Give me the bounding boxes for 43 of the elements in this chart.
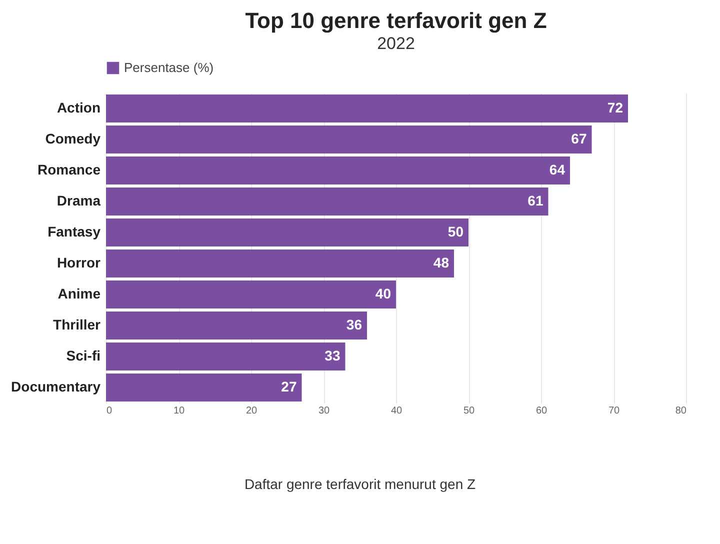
- x-tick-label: 10: [173, 406, 185, 416]
- data-label: 50: [448, 224, 464, 240]
- bar: [106, 312, 367, 340]
- bar: [106, 156, 570, 184]
- x-tick-label: 20: [246, 406, 258, 416]
- y-tick-label: Documentary: [11, 378, 101, 394]
- y-tick-label: Horror: [56, 254, 102, 270]
- data-label: 27: [281, 378, 297, 394]
- bar: [106, 126, 592, 154]
- chart-title: Top 10 genre terfavorit gen Z: [245, 8, 547, 33]
- bar: [106, 188, 548, 216]
- x-tick-label: 70: [608, 406, 620, 416]
- x-tick-label: 0: [106, 406, 112, 416]
- bar: [106, 374, 302, 402]
- x-tick-label: 40: [390, 406, 402, 416]
- y-tick-label: Thriller: [53, 316, 102, 332]
- bar: [106, 250, 454, 278]
- x-tick-label: 60: [536, 406, 548, 416]
- data-label: 67: [571, 130, 587, 146]
- y-tick-label: Drama: [56, 192, 101, 208]
- x-tick-label: 30: [318, 406, 330, 416]
- bar: [106, 342, 346, 370]
- y-tick-label: Sci-fi: [66, 348, 100, 364]
- x-tick-label: 50: [463, 406, 475, 416]
- legend-label: Persentase (%): [124, 60, 214, 75]
- bar: [106, 280, 396, 308]
- data-label: 72: [607, 100, 624, 116]
- y-tick-label: Romance: [37, 162, 101, 178]
- text: Daftar genre terfavorit menurut gen Z: [243, 476, 477, 492]
- chart-subtitle: 2022: [377, 34, 415, 53]
- data-label: 36: [346, 316, 362, 332]
- data-label: 61: [528, 192, 544, 208]
- y-tick-label: Fantasy: [48, 224, 101, 240]
- bar: [106, 94, 628, 122]
- y-tick-label: Comedy: [45, 130, 101, 146]
- data-label: 64: [549, 162, 566, 178]
- data-label: 33: [324, 348, 340, 364]
- y-tick-label: Action: [56, 100, 100, 116]
- bar: [106, 218, 468, 246]
- data-label: 40: [375, 286, 392, 302]
- x-tick-label: 80: [675, 406, 687, 416]
- data-label: 48: [433, 254, 450, 270]
- y-tick-label: Anime: [58, 286, 101, 302]
